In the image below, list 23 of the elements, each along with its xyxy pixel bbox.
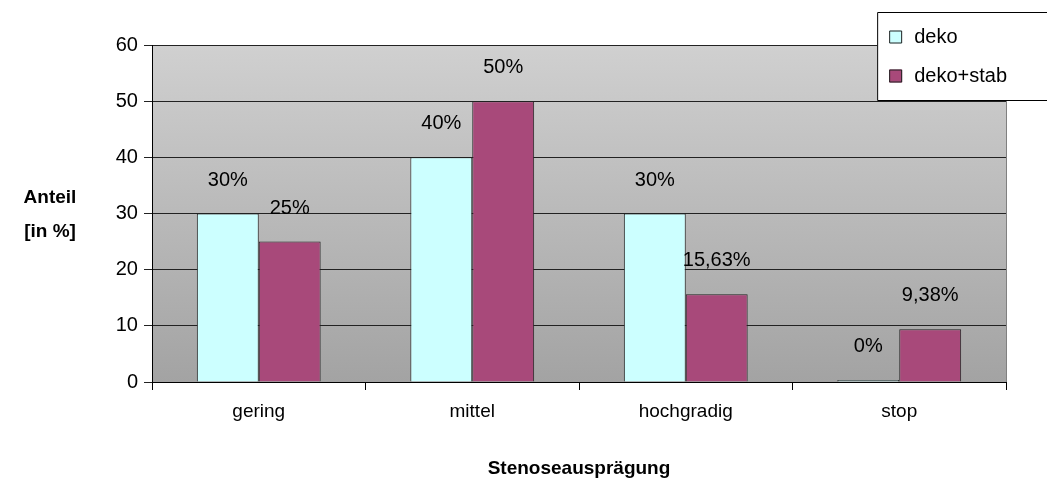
y-tick-label: 60 — [115, 32, 138, 55]
data-label: 30% — [634, 167, 676, 190]
data-label: 0% — [853, 334, 883, 356]
legend-label: deko+stab — [914, 64, 1008, 87]
x-tick-label: gering — [232, 399, 286, 421]
data-label: 50% — [483, 55, 524, 78]
x-tick-label: stop — [881, 399, 918, 421]
legend-label: deko — [914, 25, 958, 48]
x-tick-label: mittel — [449, 399, 495, 421]
y-tick-label: 0 — [126, 369, 138, 392]
x-axis-title: Stenoseausprägung — [487, 456, 671, 478]
y-tick-label: 40 — [115, 144, 138, 167]
data-label: 25% — [269, 195, 310, 218]
data-label: 40% — [421, 111, 462, 134]
y-tick-label: 50 — [115, 88, 138, 111]
y-tick-label: 30 — [115, 201, 138, 224]
data-label: 9,38% — [901, 283, 959, 306]
y-tick-label: 20 — [115, 257, 138, 280]
x-tick-label: hochgradig — [638, 399, 733, 421]
y-axis-title: Anteil [in %] — [22, 185, 78, 243]
y-tick-label: 10 — [115, 313, 138, 336]
data-label: 30% — [207, 167, 249, 190]
data-label: 15,63% — [682, 248, 751, 271]
